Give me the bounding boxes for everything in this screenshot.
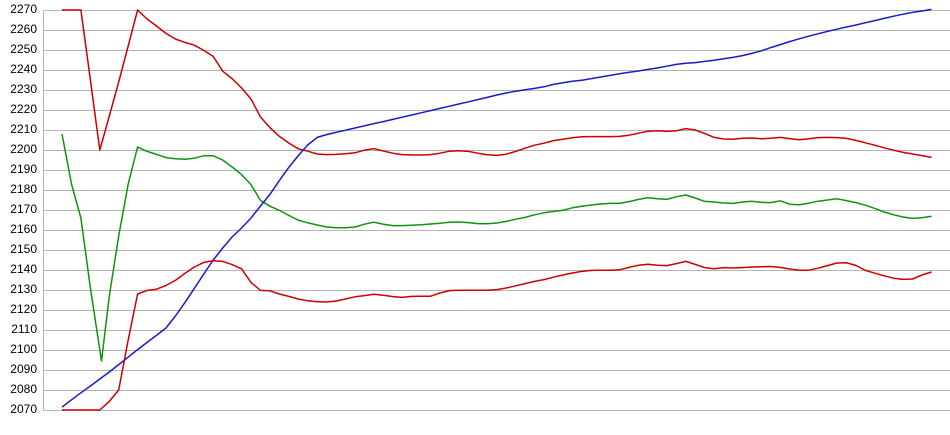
- svg-text:2090: 2090: [10, 362, 37, 376]
- svg-text:2220: 2220: [10, 102, 37, 116]
- svg-text:2130: 2130: [10, 282, 37, 296]
- svg-text:2100: 2100: [10, 342, 37, 356]
- svg-text:2270: 2270: [10, 2, 37, 16]
- svg-text:2260: 2260: [10, 22, 37, 36]
- svg-text:2080: 2080: [10, 382, 37, 396]
- svg-text:2210: 2210: [10, 122, 37, 136]
- svg-text:2140: 2140: [10, 262, 37, 276]
- svg-text:2160: 2160: [10, 222, 37, 236]
- svg-text:2150: 2150: [10, 242, 37, 256]
- svg-text:2120: 2120: [10, 302, 37, 316]
- svg-text:2250: 2250: [10, 42, 37, 56]
- svg-text:2110: 2110: [11, 322, 37, 336]
- svg-text:2170: 2170: [10, 202, 37, 216]
- svg-text:2240: 2240: [10, 62, 37, 76]
- svg-text:2070: 2070: [10, 402, 37, 416]
- svg-text:2230: 2230: [10, 82, 37, 96]
- svg-text:2200: 2200: [10, 142, 37, 156]
- svg-text:2190: 2190: [10, 162, 37, 176]
- svg-text:2180: 2180: [10, 182, 37, 196]
